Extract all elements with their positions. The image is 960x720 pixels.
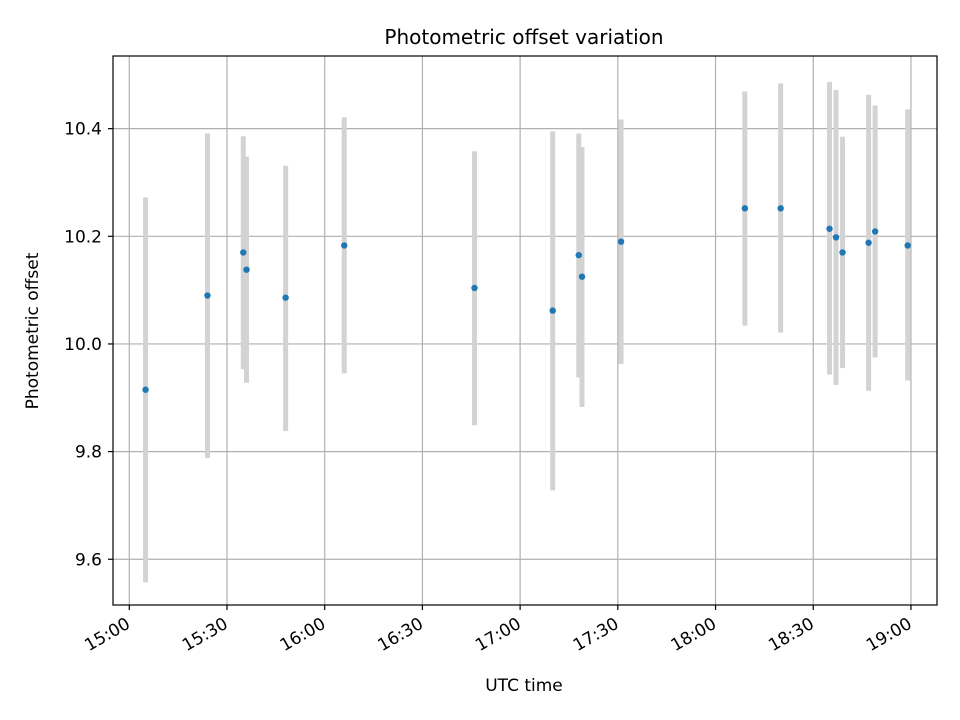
data-point	[341, 242, 348, 249]
y-tick-label: 10.2	[64, 227, 102, 247]
data-point	[243, 266, 250, 273]
grid	[113, 56, 937, 605]
data-point	[240, 249, 247, 256]
data-point	[904, 242, 911, 249]
y-tick-label: 9.8	[75, 443, 102, 463]
data-point	[832, 234, 840, 241]
y-tick-label: 9.6	[75, 550, 102, 570]
chart-title: Photometric offset variation	[384, 25, 663, 49]
y-tick-label: 10.0	[64, 335, 102, 355]
data-point	[839, 249, 846, 256]
x-axis-title: UTC time	[485, 676, 563, 696]
data-point	[826, 225, 833, 232]
data-point	[282, 294, 289, 301]
y-axis-title: Photometric offset	[23, 252, 43, 409]
data-points	[142, 205, 911, 393]
data-point	[471, 284, 478, 292]
data-point	[578, 273, 586, 280]
data-point	[142, 386, 149, 393]
data-point	[865, 239, 872, 246]
plot-frame	[112, 55, 938, 606]
data-point	[741, 205, 749, 212]
data-point	[204, 292, 211, 299]
data-point	[617, 238, 625, 245]
y-tick-label: 10.4	[64, 120, 102, 140]
data-point	[575, 251, 582, 259]
data-point	[871, 228, 879, 235]
data-point	[777, 205, 784, 212]
data-point	[549, 307, 556, 314]
